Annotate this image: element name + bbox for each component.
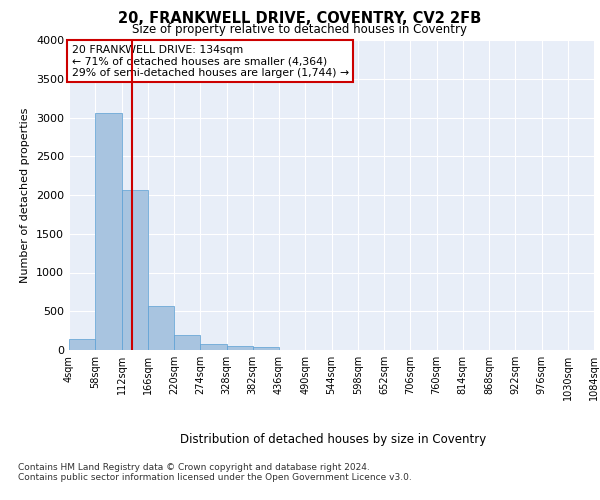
Bar bbox=[200, 344, 227, 350]
Bar bbox=[95, 113, 121, 350]
Text: 20 FRANKWELL DRIVE: 134sqm
← 71% of detached houses are smaller (4,364)
29% of s: 20 FRANKWELL DRIVE: 134sqm ← 71% of deta… bbox=[71, 44, 349, 78]
Text: Distribution of detached houses by size in Coventry: Distribution of detached houses by size … bbox=[180, 432, 486, 446]
Bar bbox=[69, 339, 95, 350]
Bar bbox=[148, 306, 174, 350]
Y-axis label: Number of detached properties: Number of detached properties bbox=[20, 108, 31, 282]
Bar bbox=[227, 346, 253, 350]
Bar bbox=[253, 348, 279, 350]
Text: Contains HM Land Registry data © Crown copyright and database right 2024.: Contains HM Land Registry data © Crown c… bbox=[18, 462, 370, 471]
Text: 20, FRANKWELL DRIVE, COVENTRY, CV2 2FB: 20, FRANKWELL DRIVE, COVENTRY, CV2 2FB bbox=[118, 11, 482, 26]
Text: Size of property relative to detached houses in Coventry: Size of property relative to detached ho… bbox=[133, 22, 467, 36]
Bar bbox=[174, 334, 200, 350]
Text: Contains public sector information licensed under the Open Government Licence v3: Contains public sector information licen… bbox=[18, 472, 412, 482]
Bar bbox=[121, 190, 148, 350]
